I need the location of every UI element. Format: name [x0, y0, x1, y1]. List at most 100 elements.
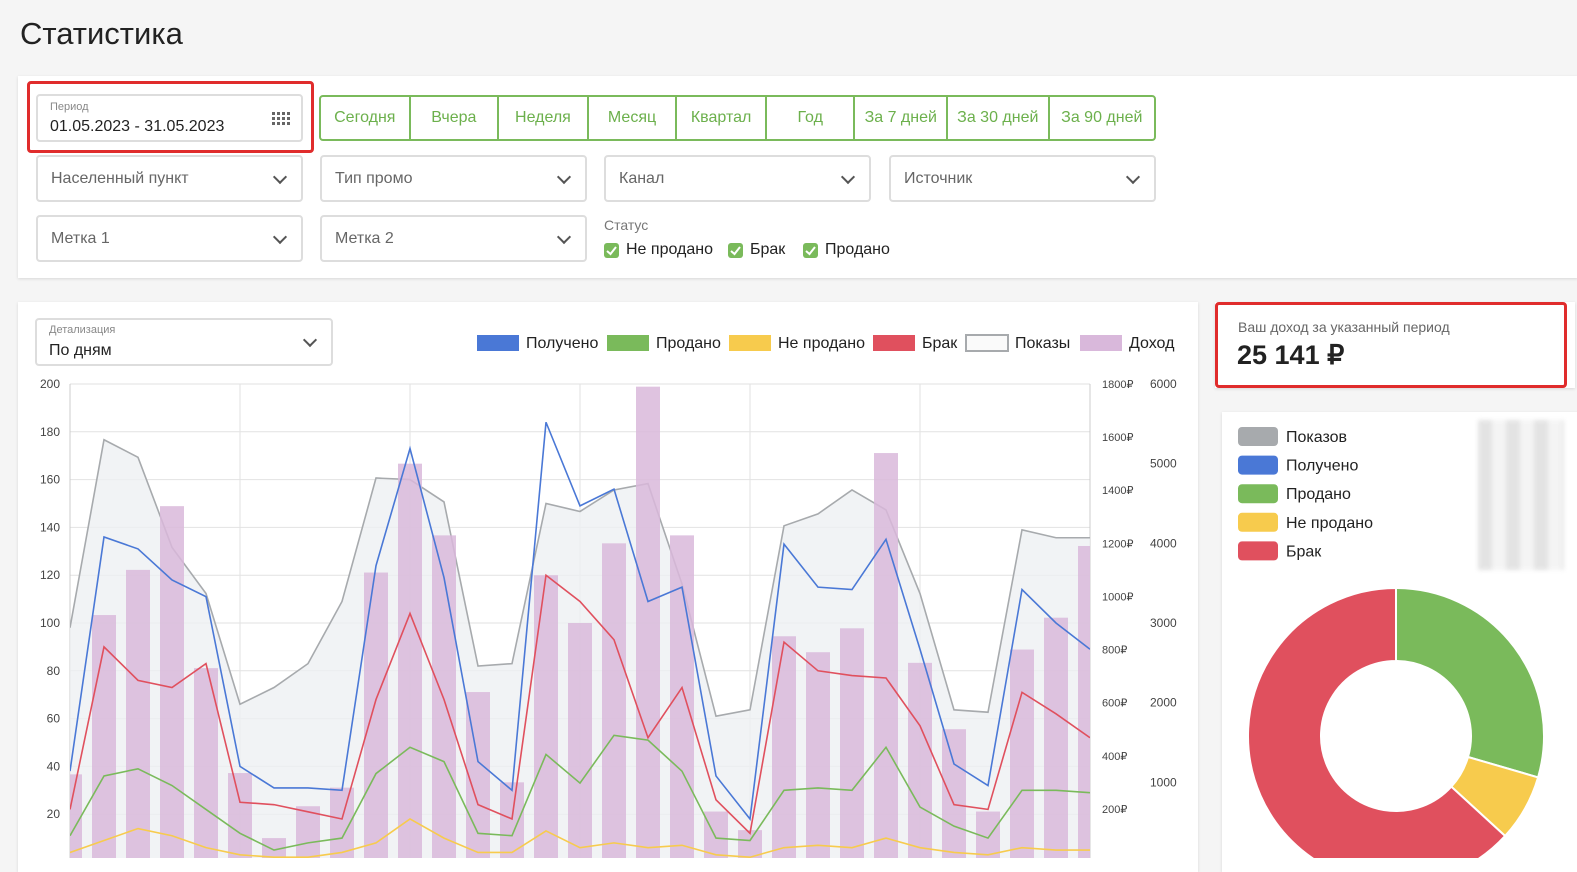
check-icon: [606, 245, 617, 255]
period-label: Период: [50, 101, 89, 113]
legend-swatch: [965, 334, 1009, 352]
bar: [1078, 545, 1090, 858]
period-value: 01.05.2023 - 31.05.2023: [50, 118, 225, 135]
legend-swatch: [1080, 335, 1122, 351]
quick-range-button[interactable]: Год: [767, 97, 856, 139]
checkbox-box: [728, 242, 743, 258]
y2-tick-label: 400₽: [1102, 751, 1127, 763]
bar: [806, 652, 830, 858]
detail-label: Детализация: [49, 324, 116, 336]
y3-tick-label: 5000: [1150, 457, 1177, 471]
legend-swatch: [1238, 541, 1278, 561]
y3-tick-label: 6000: [1150, 377, 1177, 391]
checkbox[interactable]: Продано: [803, 241, 890, 259]
check-icon: [730, 245, 741, 255]
bar: [228, 773, 252, 858]
detail-value: По дням: [49, 342, 112, 359]
bar: [602, 543, 626, 858]
quick-range-button[interactable]: За 90 дней: [1061, 109, 1143, 126]
legend-swatch: [1238, 427, 1278, 446]
quick-range-button[interactable]: Вчера: [411, 97, 500, 139]
select[interactable]: Источник: [889, 155, 1156, 202]
bar: [942, 729, 966, 858]
quick-range-button[interactable]: Квартал: [677, 97, 767, 139]
quick-range-button[interactable]: За 7 дней: [855, 97, 949, 139]
legend-label: Доход: [1129, 335, 1175, 352]
series-line: [70, 734, 1090, 851]
bar: [364, 572, 388, 858]
checkbox[interactable]: Брак: [728, 241, 785, 259]
period-input[interactable]: Период 01.05.2023 - 31.05.2023: [36, 94, 303, 142]
select[interactable]: Тип промо: [320, 155, 587, 202]
quick-range-group: Сегодня Вчера Неделя Месяц Квартал Год За 7 дн…: [319, 95, 1156, 141]
series-line: [70, 438, 1090, 718]
legend-swatch: [729, 335, 771, 351]
legend-swatch: [1238, 455, 1278, 475]
y3-tick-label: 2000: [1150, 696, 1177, 710]
y3-tick-label: 3000: [1150, 616, 1177, 630]
bar: [70, 774, 82, 858]
bar: [738, 830, 762, 858]
y-tick-label: 180: [40, 425, 60, 439]
quick-range-button[interactable]: За 30 дней: [948, 97, 1050, 139]
bar: [126, 569, 150, 858]
bar: [874, 453, 898, 858]
blurred-values: [1478, 420, 1564, 570]
y2-tick-label: 1600₽: [1102, 432, 1133, 444]
legend-label: Показов: [1286, 429, 1347, 446]
legend-label: Получено: [526, 335, 598, 352]
legend-label: Показы: [1015, 335, 1070, 352]
y-tick-label: 60: [47, 712, 61, 726]
legend-swatch: [607, 335, 649, 351]
y-tick-label: 80: [47, 664, 61, 678]
select[interactable]: Метка 1: [36, 215, 303, 262]
legend-label: Брак: [922, 335, 958, 352]
bar: [772, 636, 796, 858]
bar: [92, 615, 116, 858]
checkbox[interactable]: Не продано: [604, 241, 713, 259]
checkbox-box: [803, 242, 818, 258]
bar: [262, 838, 286, 858]
select[interactable]: Канал: [604, 155, 871, 202]
checkbox-label: Продано: [825, 241, 890, 258]
checkbox-label: Не продано: [626, 241, 713, 258]
quick-range-button[interactable]: Сегодня: [321, 97, 411, 139]
quick-range-button[interactable]: Неделя: [499, 97, 589, 139]
calendar-icon: [272, 112, 290, 125]
detail-select[interactable]: Детализация По дням: [35, 318, 333, 366]
quick-range-button[interactable]: Месяц: [589, 97, 678, 139]
bar: [534, 575, 558, 858]
legend-swatch: [873, 335, 915, 351]
select[interactable]: Метка 2: [320, 215, 587, 262]
checkbox-box: [604, 242, 619, 258]
y-tick-label: 200: [40, 377, 60, 391]
y2-tick-label: 1000₽: [1102, 591, 1133, 603]
income-label: Ваш доход за указанный период: [1238, 319, 1450, 335]
bar: [908, 662, 932, 858]
check-icon: [805, 245, 816, 255]
bar: [636, 386, 660, 858]
y2-tick-label: 800₽: [1102, 645, 1127, 657]
series-line: [70, 573, 1090, 835]
bar: [432, 535, 456, 858]
donut-slice: [1395, 586, 1545, 779]
y3-tick-label: 1000: [1150, 775, 1177, 789]
legend-label: Не продано: [1286, 515, 1373, 532]
status-label: Статус: [604, 217, 649, 233]
select[interactable]: Населенный пункт: [36, 155, 303, 202]
legend-swatch: [1238, 484, 1278, 504]
bar: [704, 811, 728, 858]
bar: [568, 623, 592, 858]
y-tick-label: 120: [40, 568, 60, 582]
plot: [70, 386, 1090, 858]
legend-label: Брак: [1286, 543, 1322, 560]
bar: [670, 535, 694, 858]
y2-tick-label: 1200₽: [1102, 538, 1133, 550]
legend-label: Не продано: [778, 335, 865, 352]
income-value: 25 141 ₽: [1237, 340, 1345, 370]
series-line: [70, 421, 1090, 821]
legend-label: Получено: [1286, 458, 1358, 475]
legend-swatch: [1238, 512, 1278, 532]
